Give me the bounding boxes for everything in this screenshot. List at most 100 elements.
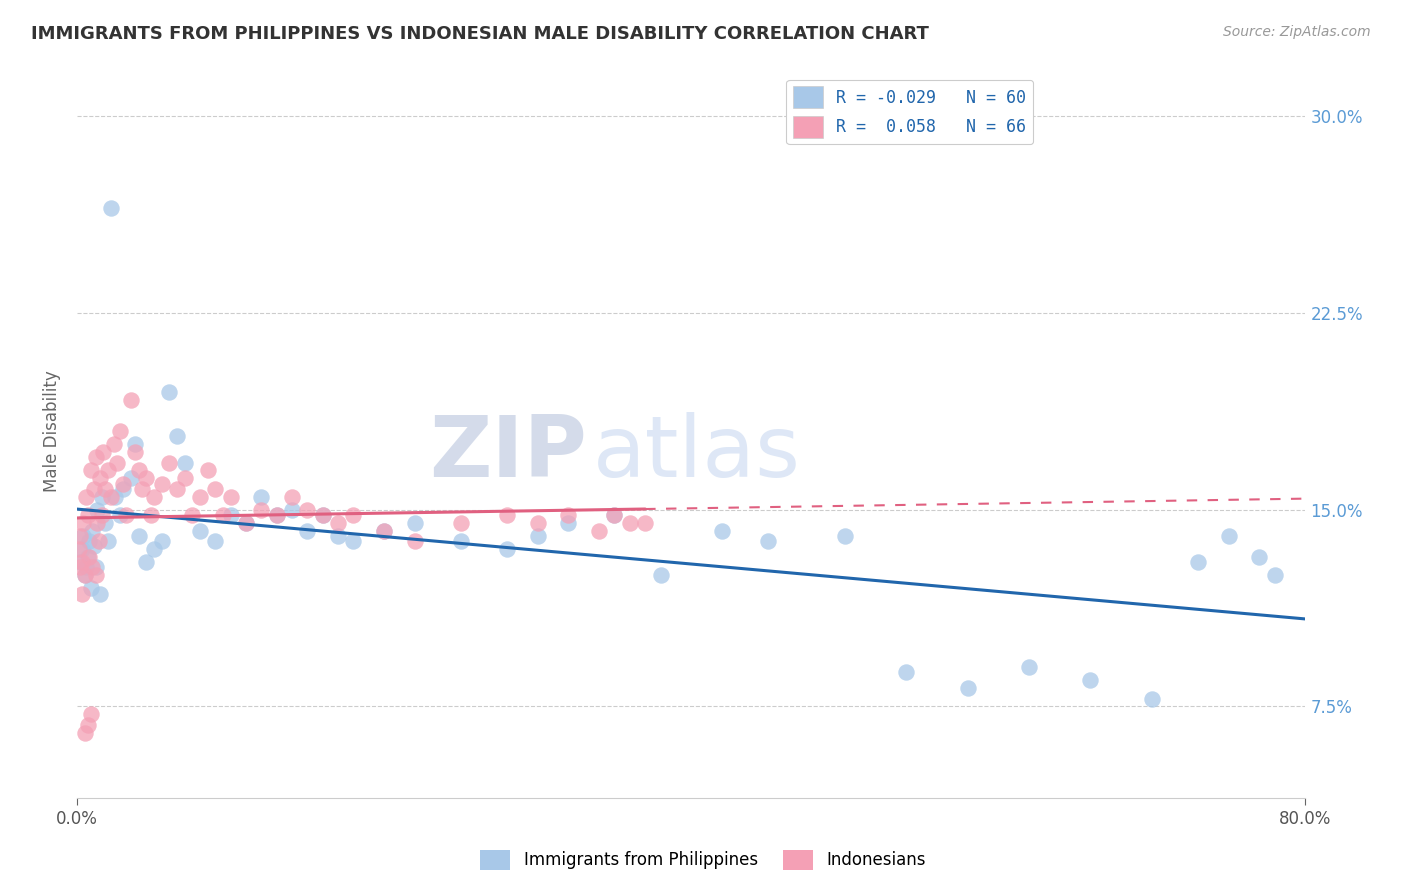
Point [67, 542, 90, 557]
Point [1140, 691, 1163, 706]
Point [80, 582, 103, 596]
Point [84, 568, 107, 582]
Point [297, 502, 319, 516]
Point [79, 549, 101, 564]
Point [756, 534, 779, 549]
Point [83, 540, 105, 554]
Point [104, 490, 127, 504]
Text: Source: ZipAtlas.com: Source: ZipAtlas.com [1223, 25, 1371, 39]
Point [235, 516, 257, 530]
Point [124, 437, 146, 451]
Point [89, 471, 111, 485]
Point [120, 471, 142, 485]
Point [297, 524, 319, 538]
Point [90, 490, 112, 504]
Point [619, 516, 641, 530]
Point [73, 568, 96, 582]
Point [70, 542, 93, 557]
Point [197, 463, 219, 477]
Point [204, 482, 226, 496]
Point [312, 508, 335, 522]
Point [128, 529, 150, 543]
Point [82, 560, 104, 574]
Point [496, 508, 519, 522]
Point [450, 516, 472, 530]
Point [373, 524, 395, 538]
Point [79, 534, 101, 549]
Point [100, 490, 122, 504]
Point [896, 665, 918, 680]
Point [86, 516, 108, 530]
Point [69, 560, 91, 574]
Point [235, 516, 257, 530]
Point [1218, 529, 1240, 543]
Point [1264, 568, 1286, 582]
Point [93, 516, 115, 530]
Point [105, 456, 128, 470]
Point [1249, 549, 1271, 564]
Point [450, 534, 472, 549]
Point [72, 516, 94, 530]
Point [80, 707, 103, 722]
Point [75, 490, 97, 504]
Point [603, 508, 626, 522]
Point [166, 482, 188, 496]
Point [588, 524, 610, 538]
Point [142, 490, 165, 504]
Point [181, 508, 204, 522]
Point [131, 482, 153, 496]
Point [97, 463, 120, 477]
Point [89, 587, 111, 601]
Point [312, 508, 335, 522]
Point [342, 508, 364, 522]
Point [124, 445, 146, 459]
Point [266, 508, 288, 522]
Point [166, 429, 188, 443]
Point [120, 392, 142, 407]
Point [100, 201, 122, 215]
Point [157, 456, 180, 470]
Point [73, 725, 96, 739]
Point [173, 456, 195, 470]
Point [93, 482, 115, 496]
Point [1018, 660, 1040, 674]
Point [173, 471, 195, 485]
Text: IMMIGRANTS FROM PHILIPPINES VS INDONESIAN MALE DISABILITY CORRELATION CHART: IMMIGRANTS FROM PHILIPPINES VS INDONESIA… [31, 25, 929, 43]
Point [250, 490, 273, 504]
Point [710, 524, 733, 538]
Point [115, 508, 138, 522]
Point [834, 529, 856, 543]
Y-axis label: Male Disability: Male Disability [44, 370, 60, 492]
Point [326, 516, 349, 530]
Point [91, 445, 114, 459]
Point [150, 534, 173, 549]
Point [557, 508, 579, 522]
Point [135, 471, 157, 485]
Point [112, 482, 135, 496]
Point [87, 534, 110, 549]
Point [603, 508, 626, 522]
Point [108, 424, 131, 438]
Point [281, 502, 304, 516]
Point [557, 516, 579, 530]
Point [84, 560, 107, 574]
Point [75, 560, 97, 574]
Point [157, 384, 180, 399]
Point [204, 534, 226, 549]
Point [97, 534, 120, 549]
Point [188, 490, 211, 504]
Point [76, 717, 98, 731]
Point [103, 437, 125, 451]
Point [342, 534, 364, 549]
Point [108, 508, 131, 522]
Point [76, 508, 98, 522]
Point [404, 516, 426, 530]
Point [219, 490, 242, 504]
Point [404, 534, 426, 549]
Point [266, 508, 288, 522]
Point [956, 681, 979, 695]
Point [70, 587, 93, 601]
Point [80, 463, 103, 477]
Point [142, 542, 165, 557]
Point [112, 476, 135, 491]
